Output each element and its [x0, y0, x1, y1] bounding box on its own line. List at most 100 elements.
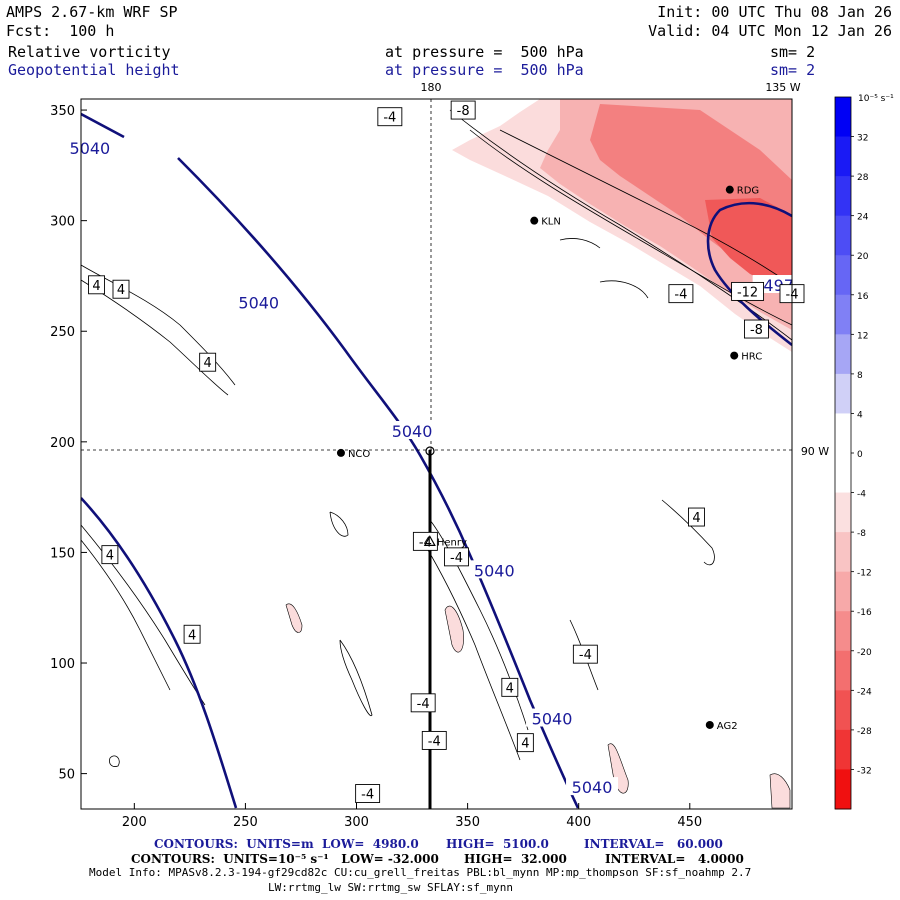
valid-time: Valid: 04 UTC Mon 12 Jan 26 [648, 22, 892, 40]
y-tick-label: 250 [50, 325, 75, 340]
footer-height-low: CONTOURS: UNITS=m LOW= 4980.0 [154, 837, 419, 851]
colorbar-label: -16 [857, 608, 872, 618]
vorticity-contour [499, 129, 792, 286]
vorticity-label-box [444, 547, 469, 567]
vorticity-contour [339, 639, 373, 717]
footer-height-high: HIGH= 5100.0 [446, 837, 549, 851]
station-marker [705, 720, 714, 729]
vorticity-label: -8 [457, 104, 470, 119]
vorticity-label-box [516, 733, 534, 753]
vorticity-label-box [501, 677, 519, 697]
vorticity-label-box [101, 545, 119, 565]
vorticity-label: 4 [506, 681, 514, 696]
vorticity-contour [109, 755, 120, 767]
height-label: 5040 [70, 139, 111, 158]
vorticity-contour [559, 238, 601, 249]
colorbar-segment [835, 136, 851, 177]
vorticity-label: 4 [521, 737, 529, 752]
vorticity-patch [444, 605, 464, 653]
height-label-bg [468, 560, 521, 579]
station-marker [530, 216, 539, 225]
colorbar-label: 8 [857, 371, 863, 381]
height-label: 5040 [238, 294, 279, 313]
station-marker [725, 185, 734, 194]
colorbar-label: -12 [857, 569, 872, 579]
colorbar-unit: 10⁻⁵ s⁻¹ [858, 94, 894, 104]
colorbar-segment [835, 255, 851, 296]
vorticity-label-box [450, 100, 476, 120]
station-label: RDG [737, 186, 759, 197]
colorbar-label: -28 [857, 727, 872, 737]
vorticity-label-box [377, 107, 403, 127]
height-label: 5040 [532, 710, 573, 729]
axis-layer: 200 250 300 350 400 450 350 300 250 200 150 100 50 [50, 104, 702, 830]
reference-lines [81, 99, 792, 451]
height-contour-497-ne [706, 201, 792, 347]
vorticity-label: 4 [692, 511, 700, 526]
colorbar-segment [835, 413, 851, 454]
height-label-bg [63, 137, 116, 156]
x-tick-label: 450 [677, 815, 702, 830]
vorticity-label: -4 [361, 788, 374, 803]
colorbar-label: -24 [857, 687, 872, 697]
vorticity-shading-max [705, 198, 792, 284]
colorbar-label: 16 [857, 292, 869, 302]
vorticity-label: -4 [450, 551, 463, 566]
vorticity-contour [329, 511, 349, 537]
vorticity-label: 4 [106, 549, 114, 564]
height-label-bg [566, 777, 619, 796]
vorticity-contour [469, 129, 792, 326]
vorticity-contour [661, 499, 715, 566]
colorbar-label: 4 [857, 410, 863, 420]
field2-name: Geopotential height [8, 61, 180, 79]
colorbar-segment [835, 97, 851, 138]
vorticity-label: -12 [737, 285, 758, 300]
x-tick-label: 250 [233, 815, 258, 830]
vorticity-label: 4 [204, 356, 212, 371]
vorticity-label: -4 [579, 648, 592, 663]
shading-layer [285, 99, 792, 809]
vorticity-label: 4 [92, 279, 100, 294]
station-marker [336, 448, 345, 457]
colorbar-segment [835, 334, 851, 375]
station-marker [423, 535, 436, 546]
footer-model-info: Model Info: MPASv8.2.3-194-gf29cd82c CU:… [89, 866, 752, 879]
colorbar-label: 0 [857, 450, 863, 460]
vorticity-label: 4 [188, 628, 196, 643]
field1-name: Relative vorticity [8, 43, 171, 61]
vorticity-label: -8 [750, 323, 763, 338]
colorbar-label: -20 [857, 648, 872, 658]
height-contour-5040-main [177, 157, 580, 809]
footer-height-interval: INTERVAL= 60.000 [584, 837, 723, 851]
height-label-bg [526, 708, 579, 727]
colorbar-label: 32 [857, 134, 868, 144]
field2-pressure: at pressure = 500 hPa [385, 61, 584, 79]
vorticity-label-box [688, 507, 705, 527]
height-contour-5040-sw [81, 497, 238, 809]
colorbar-segment [835, 729, 851, 770]
x-tick-label: 350 [455, 815, 480, 830]
station-marker [730, 351, 739, 360]
colorbar-segment [835, 373, 851, 414]
station-label: AG2 [717, 721, 738, 732]
vorticity-patch [769, 773, 791, 809]
y-tick-label: 50 [58, 768, 75, 783]
height-label-bg [386, 420, 439, 439]
y-tick-label: 150 [50, 546, 75, 561]
y-tick-label: 100 [50, 657, 75, 672]
footer-vort-interval: INTERVAL= 4.0000 [605, 852, 744, 866]
height-label-bg [232, 292, 285, 311]
colorbar-label: -8 [857, 529, 866, 539]
height-contours [81, 112, 792, 809]
x-tick-label: 400 [566, 815, 591, 830]
vorticity-contour [81, 539, 171, 691]
station-label: NCO [348, 449, 370, 460]
colorbar-label: -4 [857, 490, 866, 500]
colorbar-label: 24 [857, 213, 869, 223]
station-label: HRC [741, 352, 762, 363]
vorticity-contours [81, 109, 792, 767]
colorbar-label: 12 [857, 331, 868, 341]
